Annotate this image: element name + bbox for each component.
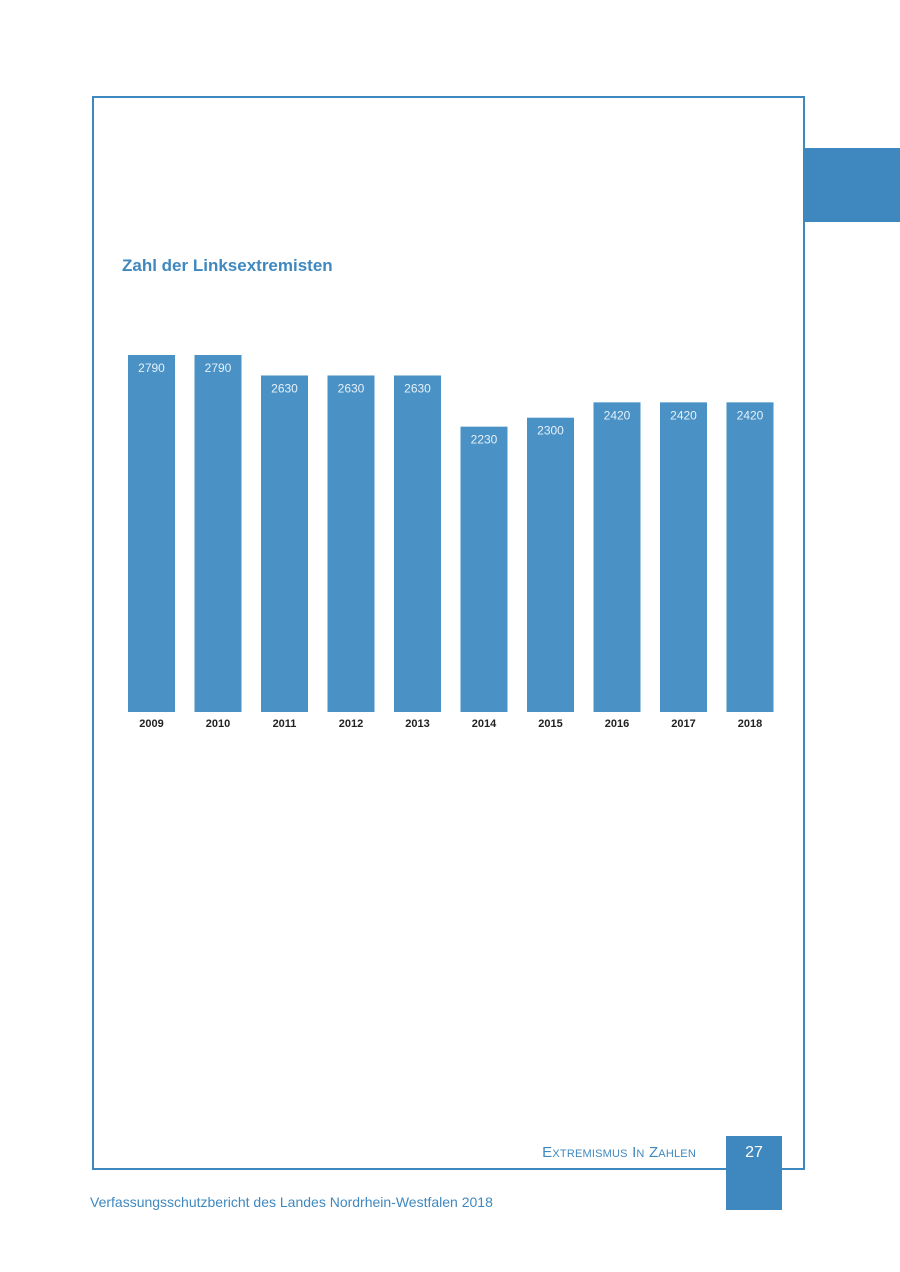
bar-2016: [593, 402, 641, 712]
page-frame: [92, 96, 805, 1170]
bar-2011: [261, 375, 308, 712]
data-label-2014: 2230: [471, 433, 498, 447]
bar-chart: 2790 2790 2630 2630 2630 2230 2300 2420 2420 2420…: [128, 355, 774, 730]
page-number-box: 27: [726, 1136, 782, 1210]
x-tick-labels-group: 2009 2010 2011 2012 2013 2014 2015 2016 2017 2018: [139, 718, 762, 730]
x-tick-2015: 2015: [538, 718, 562, 730]
x-tick-2014: 2014: [472, 718, 497, 730]
data-label-2016: 2420: [604, 408, 631, 422]
bar-2010: [194, 355, 242, 712]
section-title: Extremismus In Zahlen: [542, 1144, 696, 1161]
bar-2014: [460, 426, 508, 712]
x-tick-2011: 2011: [273, 718, 297, 730]
bar-2009: [128, 355, 175, 712]
data-label-2018: 2420: [737, 408, 764, 422]
x-tick-2018: 2018: [738, 718, 762, 730]
data-label-2011: 2630: [271, 381, 298, 395]
chart-title: Zahl der Linksextremisten: [122, 256, 333, 275]
x-tick-2009: 2009: [139, 718, 163, 730]
x-tick-2010: 2010: [206, 718, 230, 730]
data-label-2013: 2630: [404, 381, 431, 395]
document-title: Verfassungsschutzbericht des Landes Nord…: [90, 1194, 493, 1210]
bar-2018: [726, 402, 774, 712]
bar-2017: [660, 402, 707, 712]
x-tick-2017: 2017: [671, 718, 695, 730]
side-tab-marker: [805, 148, 900, 222]
bar-2012: [327, 375, 375, 712]
data-label-2012: 2630: [338, 381, 365, 395]
x-tick-2016: 2016: [605, 718, 629, 730]
x-tick-2012: 2012: [339, 718, 363, 730]
bar-2013: [394, 375, 441, 712]
data-labels-group: 2790 2790 2630 2630 2630 2230 2300 2420 2420 2420: [138, 361, 764, 447]
data-label-2015: 2300: [537, 424, 564, 438]
data-label-2017: 2420: [670, 408, 697, 422]
page-number: 27: [745, 1144, 763, 1161]
x-tick-2013: 2013: [405, 718, 429, 730]
bars-group: [128, 355, 774, 712]
bar-2015: [527, 417, 574, 712]
data-label-2010: 2790: [205, 361, 232, 375]
data-label-2009: 2790: [138, 361, 165, 375]
